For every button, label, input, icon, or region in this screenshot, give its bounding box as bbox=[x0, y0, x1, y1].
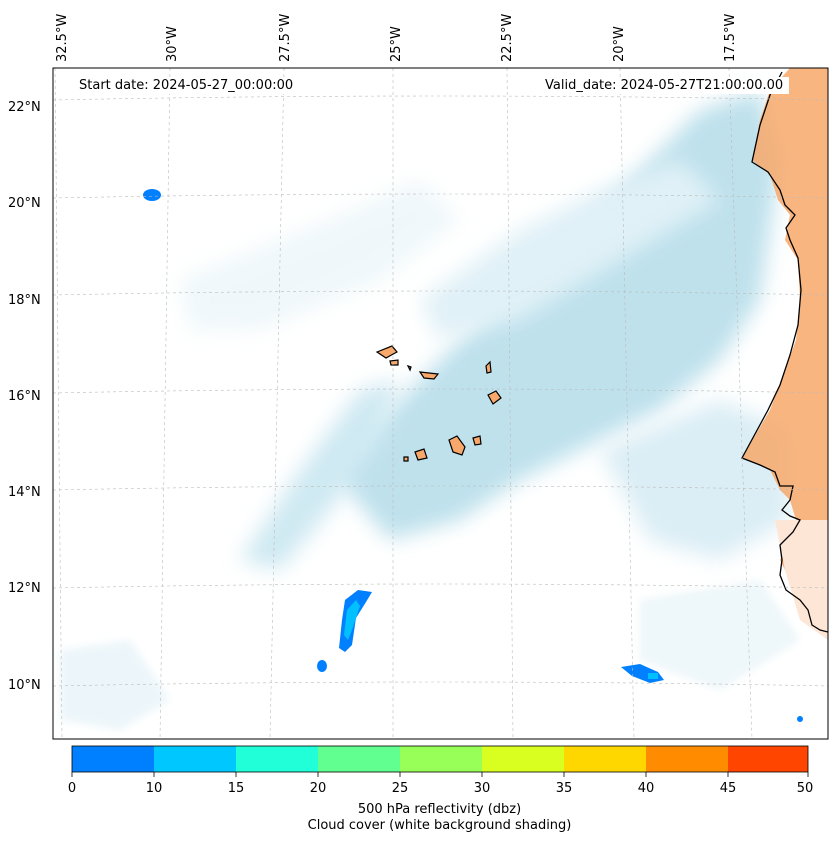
colorbar-segment bbox=[318, 746, 400, 772]
coastline bbox=[741, 71, 828, 633]
lat-label: 12°N bbox=[8, 581, 41, 596]
lon-label: 25°W bbox=[389, 26, 404, 62]
lon-label: 27.5°W bbox=[278, 14, 293, 62]
lon-label: 30°W bbox=[165, 26, 180, 62]
colorbar-tick-label: 20 bbox=[309, 781, 327, 796]
colorbar-tick-label: 0 bbox=[67, 781, 77, 796]
colorbar-tick-label: 45 bbox=[719, 781, 737, 796]
colorbar-label: 500 hPa reflectivity (dbz) bbox=[357, 802, 522, 817]
map-frame bbox=[52, 67, 829, 740]
lon-label: 22.5°W bbox=[500, 14, 515, 62]
lat-label: 10°N bbox=[8, 678, 41, 693]
colorbar-segment bbox=[400, 746, 482, 772]
lat-label: 20°N bbox=[8, 196, 41, 211]
valid-date-label: Valid_date: 2024-05-27T21:00:00.00 bbox=[539, 77, 790, 94]
gridlines bbox=[53, 68, 828, 739]
lat-label: 22°N bbox=[8, 100, 41, 115]
latitude-labels: 22°N 20°N 18°N 16°N 14°N 12°N 10°N bbox=[8, 100, 41, 693]
colorbar-tick-label: 40 bbox=[637, 781, 655, 796]
colorbar-segment bbox=[72, 746, 154, 772]
start-date-label: Start date: 2024-05-27_00:00:00 bbox=[73, 77, 300, 94]
longitude-labels: 32.5°W 30°W 27.5°W 25°W 22.5°W 20°W 17.5… bbox=[55, 14, 738, 62]
lon-label: 20°W bbox=[612, 26, 627, 62]
colorbar bbox=[71, 745, 809, 777]
land-africa-pale-south bbox=[775, 520, 828, 640]
colorbar-tick-label: 50 bbox=[796, 781, 814, 796]
lat-label: 14°N bbox=[8, 485, 41, 500]
colorbar-tick-label: 30 bbox=[473, 781, 491, 796]
lat-label: 16°N bbox=[8, 389, 41, 404]
lat-label: 18°N bbox=[8, 293, 41, 308]
colorbar-tick-label: 15 bbox=[227, 781, 245, 796]
colorbar-tick-label: 35 bbox=[555, 781, 573, 796]
cape-verde-islands bbox=[375, 345, 502, 462]
colorbar-segment bbox=[646, 746, 728, 772]
colorbar-segment bbox=[482, 746, 564, 772]
cloud-cover-shading bbox=[60, 90, 800, 730]
reflectivity-cells bbox=[143, 189, 803, 722]
colorbar-tick-label: 25 bbox=[391, 781, 409, 796]
colorbar-segment bbox=[236, 746, 318, 772]
lon-label: 32.5°W bbox=[55, 14, 70, 62]
colorbar-tick-label: 10 bbox=[145, 781, 163, 796]
land-africa bbox=[742, 68, 828, 640]
colorbar-segment bbox=[154, 746, 236, 772]
lon-label: 17.5°W bbox=[723, 14, 738, 62]
colorbar-segment bbox=[728, 746, 808, 772]
colorbar-sublabel: Cloud cover (white background shading) bbox=[307, 818, 572, 833]
colorbar-segment bbox=[564, 746, 646, 772]
